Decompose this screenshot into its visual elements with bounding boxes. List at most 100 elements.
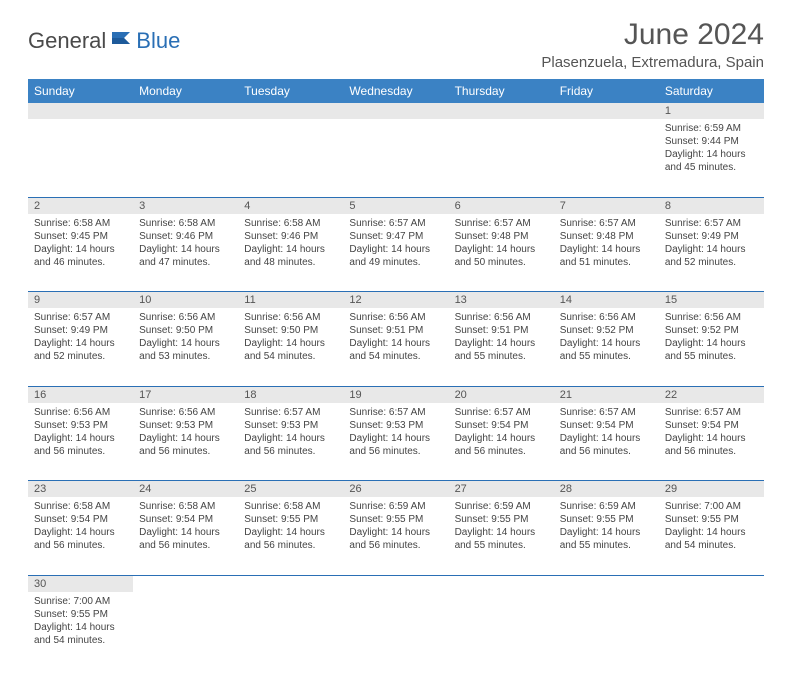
day-cell [554, 592, 659, 670]
day-cell [343, 119, 448, 197]
day-number: 24 [133, 481, 238, 498]
day-cell [554, 119, 659, 197]
day-cell: Sunrise: 6:58 AMSunset: 9:46 PMDaylight:… [238, 214, 343, 292]
day-number [238, 575, 343, 592]
day-details: Sunrise: 6:58 AMSunset: 9:54 PMDaylight:… [133, 497, 238, 556]
day-cell [133, 119, 238, 197]
day-number: 27 [449, 481, 554, 498]
day-number-row: 23242526272829 [28, 481, 764, 498]
day-cell: Sunrise: 6:59 AMSunset: 9:44 PMDaylight:… [659, 119, 764, 197]
day-number [343, 575, 448, 592]
day-number: 15 [659, 292, 764, 309]
day-cell: Sunrise: 6:58 AMSunset: 9:46 PMDaylight:… [133, 214, 238, 292]
day-details: Sunrise: 6:56 AMSunset: 9:53 PMDaylight:… [133, 403, 238, 462]
calendar-page: General Blue June 2024 Plasenzuela, Extr… [0, 0, 792, 688]
day-details: Sunrise: 6:57 AMSunset: 9:53 PMDaylight:… [343, 403, 448, 462]
day-details: Sunrise: 6:57 AMSunset: 9:48 PMDaylight:… [554, 214, 659, 273]
day-details: Sunrise: 6:58 AMSunset: 9:45 PMDaylight:… [28, 214, 133, 273]
day-cell: Sunrise: 6:57 AMSunset: 9:54 PMDaylight:… [449, 403, 554, 481]
day-cell: Sunrise: 6:56 AMSunset: 9:51 PMDaylight:… [343, 308, 448, 386]
day-number: 10 [133, 292, 238, 309]
day-number: 28 [554, 481, 659, 498]
page-header: General Blue June 2024 Plasenzuela, Extr… [28, 18, 764, 71]
day-number: 19 [343, 386, 448, 403]
day-details: Sunrise: 6:56 AMSunset: 9:53 PMDaylight:… [28, 403, 133, 462]
day-content-row: Sunrise: 6:58 AMSunset: 9:54 PMDaylight:… [28, 497, 764, 575]
day-details: Sunrise: 6:57 AMSunset: 9:54 PMDaylight:… [659, 403, 764, 462]
day-details: Sunrise: 6:57 AMSunset: 9:49 PMDaylight:… [659, 214, 764, 273]
day-number: 11 [238, 292, 343, 309]
day-content-row: Sunrise: 6:56 AMSunset: 9:53 PMDaylight:… [28, 403, 764, 481]
day-content-row: Sunrise: 7:00 AMSunset: 9:55 PMDaylight:… [28, 592, 764, 670]
day-details: Sunrise: 6:58 AMSunset: 9:55 PMDaylight:… [238, 497, 343, 556]
day-details: Sunrise: 7:00 AMSunset: 9:55 PMDaylight:… [28, 592, 133, 651]
day-cell: Sunrise: 6:57 AMSunset: 9:49 PMDaylight:… [28, 308, 133, 386]
day-number: 29 [659, 481, 764, 498]
day-number [133, 575, 238, 592]
day-details: Sunrise: 6:59 AMSunset: 9:55 PMDaylight:… [554, 497, 659, 556]
weekday-header: Thursday [449, 79, 554, 103]
day-details: Sunrise: 6:56 AMSunset: 9:51 PMDaylight:… [449, 308, 554, 367]
day-cell: Sunrise: 7:00 AMSunset: 9:55 PMDaylight:… [659, 497, 764, 575]
day-content-row: Sunrise: 6:58 AMSunset: 9:45 PMDaylight:… [28, 214, 764, 292]
day-cell: Sunrise: 6:56 AMSunset: 9:50 PMDaylight:… [133, 308, 238, 386]
day-cell: Sunrise: 6:57 AMSunset: 9:47 PMDaylight:… [343, 214, 448, 292]
day-number: 9 [28, 292, 133, 309]
day-cell: Sunrise: 6:56 AMSunset: 9:53 PMDaylight:… [28, 403, 133, 481]
day-number [28, 103, 133, 119]
day-number-row: 2345678 [28, 197, 764, 214]
day-cell [238, 592, 343, 670]
day-cell: Sunrise: 6:57 AMSunset: 9:54 PMDaylight:… [659, 403, 764, 481]
day-number: 5 [343, 197, 448, 214]
day-number: 2 [28, 197, 133, 214]
weekday-header: Friday [554, 79, 659, 103]
day-content-row: Sunrise: 6:57 AMSunset: 9:49 PMDaylight:… [28, 308, 764, 386]
day-cell: Sunrise: 6:56 AMSunset: 9:53 PMDaylight:… [133, 403, 238, 481]
day-details: Sunrise: 6:57 AMSunset: 9:53 PMDaylight:… [238, 403, 343, 462]
day-cell: Sunrise: 6:56 AMSunset: 9:50 PMDaylight:… [238, 308, 343, 386]
day-number: 17 [133, 386, 238, 403]
day-number: 8 [659, 197, 764, 214]
day-cell [343, 592, 448, 670]
day-details: Sunrise: 6:56 AMSunset: 9:50 PMDaylight:… [238, 308, 343, 367]
day-details: Sunrise: 6:58 AMSunset: 9:46 PMDaylight:… [238, 214, 343, 273]
day-cell [449, 119, 554, 197]
weekday-header: Monday [133, 79, 238, 103]
weekday-header: Sunday [28, 79, 133, 103]
day-details: Sunrise: 6:57 AMSunset: 9:54 PMDaylight:… [449, 403, 554, 462]
day-number: 25 [238, 481, 343, 498]
day-number: 16 [28, 386, 133, 403]
day-number: 1 [659, 103, 764, 119]
flag-icon [110, 28, 134, 54]
day-cell [238, 119, 343, 197]
day-details: Sunrise: 7:00 AMSunset: 9:55 PMDaylight:… [659, 497, 764, 556]
day-details: Sunrise: 6:57 AMSunset: 9:47 PMDaylight:… [343, 214, 448, 273]
day-number [554, 575, 659, 592]
day-details: Sunrise: 6:56 AMSunset: 9:52 PMDaylight:… [554, 308, 659, 367]
day-number [133, 103, 238, 119]
day-number [659, 575, 764, 592]
day-details: Sunrise: 6:56 AMSunset: 9:51 PMDaylight:… [343, 308, 448, 367]
day-number: 22 [659, 386, 764, 403]
day-number-row: 1 [28, 103, 764, 119]
day-number [343, 103, 448, 119]
logo-text-left: General [28, 28, 106, 54]
day-cell [449, 592, 554, 670]
day-details: Sunrise: 6:56 AMSunset: 9:50 PMDaylight:… [133, 308, 238, 367]
day-number: 21 [554, 386, 659, 403]
weekday-header: Wednesday [343, 79, 448, 103]
logo: General Blue [28, 28, 180, 54]
day-number: 6 [449, 197, 554, 214]
day-cell: Sunrise: 6:58 AMSunset: 9:54 PMDaylight:… [28, 497, 133, 575]
day-cell: Sunrise: 6:56 AMSunset: 9:52 PMDaylight:… [554, 308, 659, 386]
day-details: Sunrise: 6:57 AMSunset: 9:48 PMDaylight:… [449, 214, 554, 273]
day-cell: Sunrise: 6:57 AMSunset: 9:48 PMDaylight:… [449, 214, 554, 292]
day-details: Sunrise: 6:57 AMSunset: 9:54 PMDaylight:… [554, 403, 659, 462]
day-number: 3 [133, 197, 238, 214]
weekday-header: Tuesday [238, 79, 343, 103]
day-number: 20 [449, 386, 554, 403]
day-number: 12 [343, 292, 448, 309]
day-cell: Sunrise: 6:58 AMSunset: 9:45 PMDaylight:… [28, 214, 133, 292]
day-cell [133, 592, 238, 670]
day-number: 13 [449, 292, 554, 309]
